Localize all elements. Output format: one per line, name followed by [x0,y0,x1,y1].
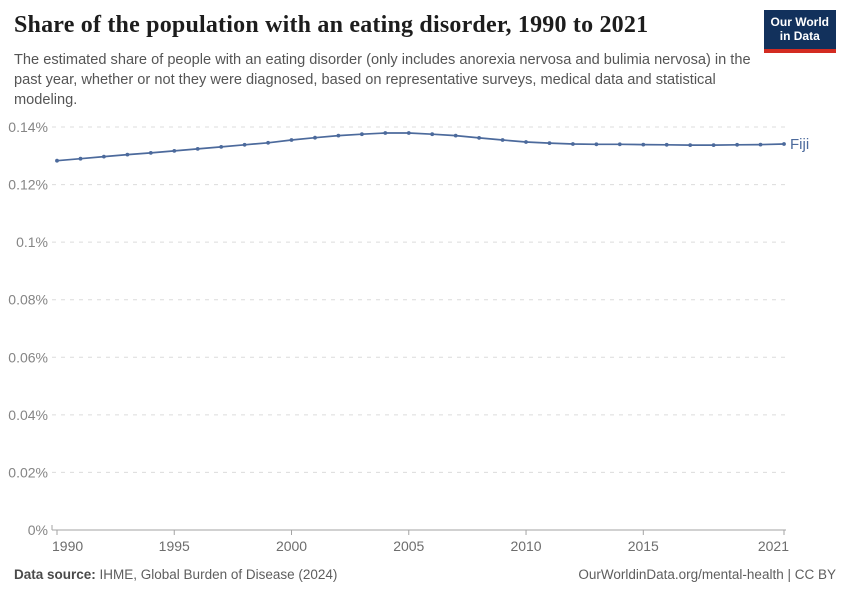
data-point[interactable] [266,140,270,145]
license-label: CC BY [794,567,836,582]
y-tick-label: 0.14% [8,119,48,135]
series-line-fiji[interactable] [56,132,785,162]
x-tick-label: 1995 [159,538,190,554]
data-point[interactable] [78,156,83,161]
data-point[interactable] [172,149,177,153]
chart-footer: Data source: IHME, Global Burden of Dise… [14,567,836,582]
data-point[interactable] [664,142,669,147]
data-point[interactable] [688,143,693,148]
data-point[interactable] [782,142,786,146]
data-point[interactable] [125,152,130,157]
data-point[interactable] [594,142,599,147]
x-tick-label: 2005 [393,538,424,554]
data-point[interactable] [641,142,646,147]
footer-right: OurWorldinData.org/mental-health | CC BY [578,567,836,582]
data-point[interactable] [195,147,200,151]
data-point[interactable] [758,142,763,147]
data-point[interactable] [735,142,739,147]
data-point[interactable] [148,151,153,155]
data-point[interactable] [453,133,458,138]
owid-logo-line2: in Data [779,29,820,44]
data-point[interactable] [242,142,247,147]
data-point[interactable] [617,142,622,147]
data-point[interactable] [219,145,224,149]
page-title: Share of the population with an eating d… [14,12,649,38]
x-tick-label: 2000 [276,538,307,554]
y-tick-label: 0.08% [8,292,48,308]
y-tick-label: 0.1% [16,234,48,250]
footer-separator: | [783,567,795,582]
data-point[interactable] [711,143,716,148]
data-point[interactable] [571,142,575,146]
data-point[interactable] [289,138,294,142]
x-tick-label: 2015 [628,538,659,554]
data-point[interactable] [500,138,505,142]
x-tick-label: 1990 [52,538,83,554]
x-tick-label: 2010 [510,538,541,554]
data-point[interactable] [430,132,435,137]
data-source-note: Data source: IHME, Global Burden of Dise… [14,567,337,582]
data-point[interactable] [313,135,317,140]
data-point[interactable] [547,141,552,146]
y-tick-label: 0.06% [8,349,48,365]
data-point[interactable] [102,154,106,159]
y-tick-label: 0.02% [8,464,48,480]
y-tick-label: 0% [28,522,48,538]
footer-link[interactable]: OurWorldinData.org/mental-health [578,567,784,582]
owid-logo[interactable]: Our World in Data [763,10,836,53]
y-tick-label: 0.12% [8,177,48,193]
data-point[interactable] [383,131,388,135]
series-label-fiji[interactable]: Fiji [790,136,809,153]
owid-logo-line1: Our World [770,15,829,29]
data-point[interactable] [336,133,341,138]
data-source-value: IHME, Global Burden of Disease (2024) [95,567,338,582]
chart-subtitle: The estimated share of people with an ea… [14,52,751,108]
x-tick-label: 2021 [758,538,789,554]
data-point[interactable] [360,132,364,137]
data-point[interactable] [406,131,411,135]
data-point[interactable] [524,140,528,144]
data-point[interactable] [55,158,59,163]
data-source-label: Data source: [14,567,96,582]
data-point[interactable] [477,136,481,140]
y-tick-label: 0.04% [8,407,48,423]
